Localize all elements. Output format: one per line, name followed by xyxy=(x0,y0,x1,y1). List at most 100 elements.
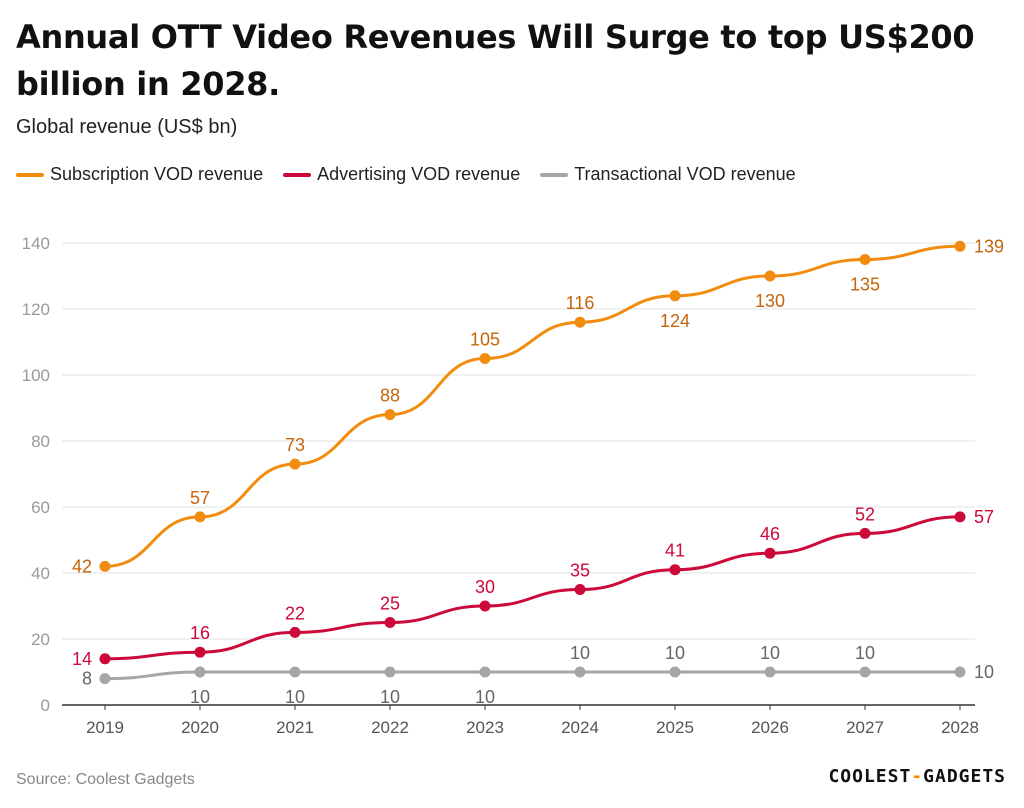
data-point-transactional xyxy=(479,666,491,678)
data-label-subscription: 130 xyxy=(755,291,785,311)
y-tick-label: 20 xyxy=(31,630,50,649)
legend-label-advertising: Advertising VOD revenue xyxy=(317,164,521,184)
data-point-subscription xyxy=(289,458,301,470)
data-label-transactional: 8 xyxy=(82,669,92,689)
x-tick-label: 2024 xyxy=(561,718,599,737)
source-note: Source: Coolest Gadgets xyxy=(16,771,195,788)
data-label-transactional: 10 xyxy=(855,643,875,663)
data-label-transactional: 10 xyxy=(665,643,685,663)
data-point-transactional xyxy=(669,666,681,678)
series-line-subscription xyxy=(103,244,962,568)
x-tick-label: 2025 xyxy=(656,718,694,737)
data-label-advertising: 35 xyxy=(570,561,590,581)
data-point-advertising xyxy=(764,547,776,559)
data-label-subscription: 124 xyxy=(660,311,690,331)
data-label-transactional: 10 xyxy=(760,643,780,663)
brand-left: COOLEST xyxy=(828,766,912,787)
x-tick-label: 2027 xyxy=(846,718,884,737)
data-point-transactional xyxy=(764,666,776,678)
data-label-advertising: 14 xyxy=(72,649,92,669)
data-label-transactional: 10 xyxy=(190,687,210,707)
data-label-subscription: 116 xyxy=(566,293,595,313)
legend-swatch-advertising xyxy=(283,172,312,177)
series-lines xyxy=(99,240,966,685)
y-tick-label: 0 xyxy=(41,696,50,715)
data-point-subscription xyxy=(859,254,871,265)
data-point-advertising xyxy=(954,511,966,523)
data-point-subscription xyxy=(479,353,491,364)
data-point-transactional xyxy=(289,666,301,678)
data-label-advertising: 52 xyxy=(855,504,875,524)
data-point-transactional xyxy=(194,666,206,678)
data-point-subscription xyxy=(99,560,111,572)
brand-sep: - xyxy=(911,766,924,787)
data-point-subscription xyxy=(669,290,681,302)
data-point-advertising xyxy=(194,646,206,658)
legend-swatch-subscription xyxy=(16,172,44,177)
y-tick-label: 60 xyxy=(31,498,50,517)
legend-label-subscription: Subscription VOD revenue xyxy=(50,164,264,184)
data-label-transactional: 10 xyxy=(570,643,590,663)
data-label-transactional: 10 xyxy=(285,687,305,707)
brand-logo: COOLEST-GADGETS xyxy=(828,766,1006,787)
data-label-subscription: 73 xyxy=(285,435,305,455)
x-tick-label: 2021 xyxy=(276,718,314,737)
data-point-subscription xyxy=(954,240,966,252)
data-point-transactional xyxy=(384,666,396,678)
data-point-advertising xyxy=(479,600,491,612)
data-point-subscription xyxy=(194,511,206,523)
data-point-subscription xyxy=(574,316,586,328)
data-label-transactional: 10 xyxy=(380,687,400,707)
data-label-subscription: 57 xyxy=(190,488,210,508)
data-point-advertising xyxy=(384,617,396,628)
legend-item-subscription: Subscription VOD revenue xyxy=(16,164,263,185)
x-tick-label: 2022 xyxy=(371,718,409,737)
chart-legend: Subscription VOD revenue Advertising VOD… xyxy=(16,164,816,185)
data-point-subscription xyxy=(384,409,396,421)
data-label-subscription: 139 xyxy=(974,236,1004,256)
chart-title: Annual OTT Video Revenues Will Surge to … xyxy=(16,18,975,103)
legend-item-transactional: Transactional VOD revenue xyxy=(540,164,796,185)
legend-label-transactional: Transactional VOD revenue xyxy=(574,164,796,184)
data-point-advertising xyxy=(574,584,586,595)
chart-subtitle: Global revenue (US$ bn) xyxy=(16,116,238,138)
data-label-subscription: 42 xyxy=(72,556,92,576)
y-tick-label: 40 xyxy=(31,564,50,583)
x-tick-label: 2020 xyxy=(181,718,219,737)
data-point-advertising xyxy=(669,564,681,576)
data-point-subscription xyxy=(764,270,776,282)
data-label-advertising: 41 xyxy=(665,541,685,561)
data-label-subscription: 105 xyxy=(470,330,500,350)
data-point-transactional xyxy=(954,666,966,678)
legend-item-advertising: Advertising VOD revenue xyxy=(283,164,520,185)
data-point-transactional xyxy=(859,666,871,678)
x-tick-label: 2019 xyxy=(86,718,124,737)
y-tick-label: 80 xyxy=(31,432,50,451)
gridlines xyxy=(62,242,975,706)
y-axis-ticks: 0 20 40 60 80 100 120 140 xyxy=(22,234,50,715)
data-label-subscription: 135 xyxy=(850,275,880,295)
data-point-advertising xyxy=(289,626,301,638)
data-label-advertising: 46 xyxy=(760,524,780,544)
data-label-advertising: 57 xyxy=(974,507,994,527)
legend-swatch-transactional xyxy=(540,172,569,177)
data-label-subscription: 88 xyxy=(380,386,400,406)
data-labels: 8 10 10 10 10 10 10 10 10 10 14 16 22 25 30 35 41 46 52 57 4… xyxy=(72,236,1004,707)
y-tick-label: 120 xyxy=(22,300,50,319)
x-tick-label: 2028 xyxy=(941,718,979,737)
x-tick-label: 2023 xyxy=(466,718,504,737)
data-point-transactional xyxy=(99,673,111,685)
brand-right: GADGETS xyxy=(923,766,1006,787)
data-point-transactional xyxy=(574,666,586,678)
data-label-advertising: 16 xyxy=(190,623,210,643)
data-label-transactional: 10 xyxy=(475,687,495,707)
data-label-transactional: 10 xyxy=(974,662,994,682)
series-line-advertising xyxy=(103,515,962,661)
x-axis-ticks: 2019 2020 2021 2022 2023 2024 2025 2026 2027 2028 xyxy=(86,705,979,737)
y-tick-label: 100 xyxy=(22,366,50,385)
data-label-advertising: 30 xyxy=(475,577,495,597)
data-label-advertising: 25 xyxy=(380,594,400,614)
data-point-advertising xyxy=(99,653,111,665)
y-tick-label: 140 xyxy=(22,234,50,253)
